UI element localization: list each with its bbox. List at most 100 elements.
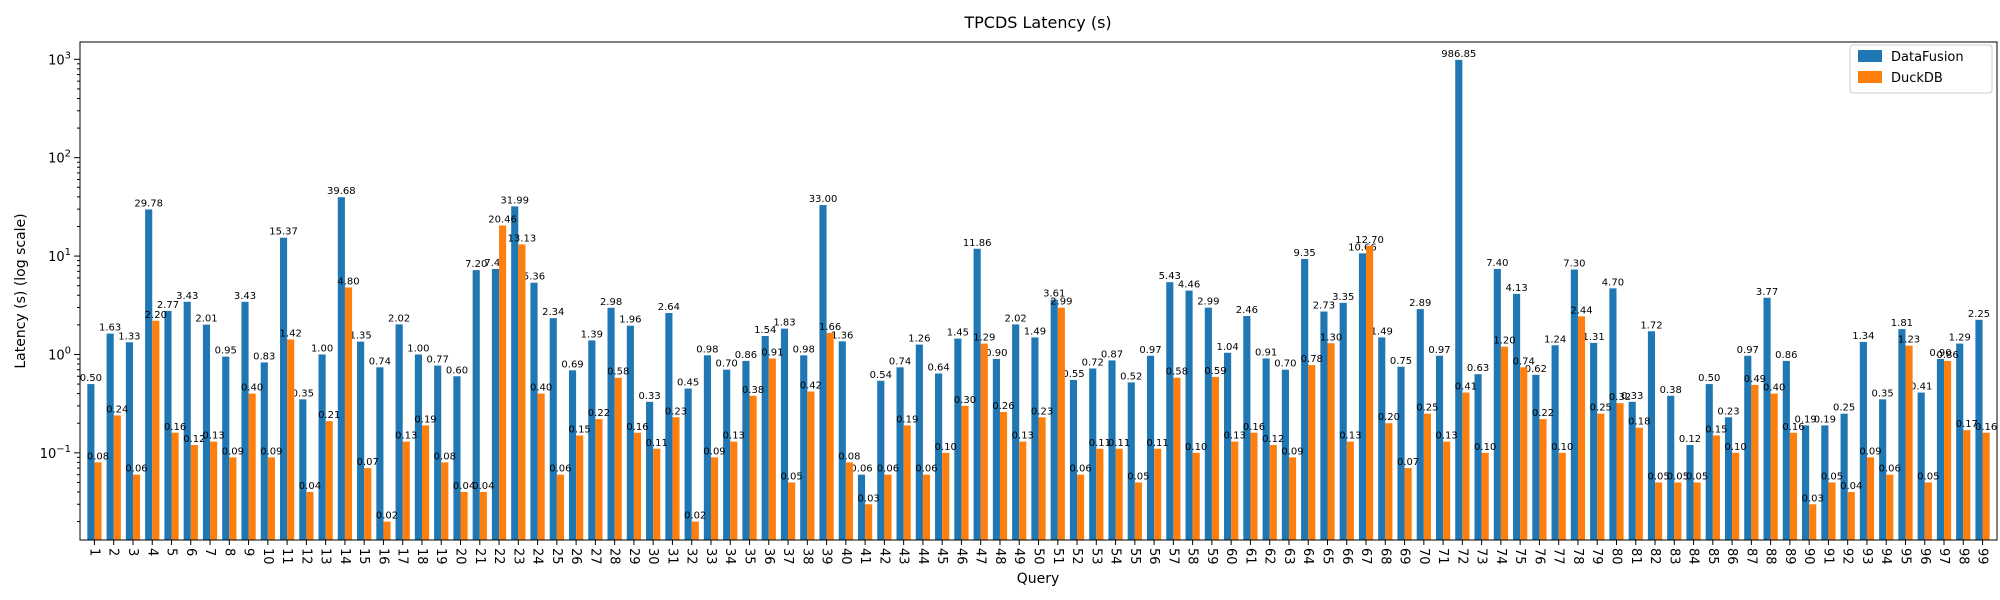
data-label-duckdb-q62: 0.12 [1262,434,1284,445]
chart-title: TPCDS Latency (s) [963,13,1111,32]
legend: DataFusion DuckDB [1849,44,1993,94]
y-tick-label: 100 [48,345,71,363]
x-tick-label: 50 [1031,548,1046,565]
bar-datafusion-q43 [896,367,904,540]
bar-datafusion-q27 [588,340,596,540]
data-label-datafusion-q55: 0.52 [1120,371,1142,382]
data-label-duckdb-q65: 1.30 [1320,332,1342,343]
data-label-duckdb-q52: 0.06 [1069,464,1091,475]
bar-duckdb-q50 [1038,417,1046,540]
data-label-duckdb-q43: 0.19 [896,414,918,425]
x-tick-label: 72 [1454,548,1469,565]
data-label-datafusion-q87: 0.97 [1737,345,1759,356]
data-label-datafusion-q20: 0.60 [446,365,468,376]
bar-datafusion-q6 [183,301,191,540]
data-label-duckdb-q81: 0.18 [1628,417,1650,428]
bar-duckdb-q44 [922,474,931,540]
data-label-datafusion-q12: 0.35 [292,388,314,399]
bar-datafusion-q20 [453,376,461,540]
bar-datafusion-q21 [472,270,480,540]
bar-duckdb-q69 [1404,468,1412,540]
bar-duckdb-q61 [1250,432,1258,540]
x-tick-label: 31 [664,548,679,565]
bar-datafusion-q13 [318,354,326,540]
x-tick-label: 86 [1724,548,1739,565]
x-tick-label: 7 [202,548,217,556]
data-label-duckdb-q17: 0.13 [395,431,417,442]
data-label-duckdb-q37: 0.05 [780,471,802,482]
bar-datafusion-q32 [684,388,692,540]
bar-datafusion-q18 [414,354,422,540]
x-tick-label: 65 [1319,548,1334,565]
data-label-datafusion-q44: 1.26 [908,334,930,345]
x-tick-label: 23 [510,548,525,565]
data-label-duckdb-q7: 0.13 [202,431,224,442]
bar-duckdb-q20 [460,491,468,540]
data-label-datafusion-q37: 1.83 [773,318,795,329]
data-label-duckdb-q49: 0.13 [1012,431,1034,442]
bar-datafusion-q3 [125,342,133,540]
data-label-duckdb-q38: 0.42 [800,381,822,392]
bar-datafusion-q47 [973,248,981,541]
data-label-duckdb-q20: 0.04 [453,481,475,492]
data-label-datafusion-q31: 2.64 [658,302,680,313]
bar-datafusion-q92 [1840,413,1848,540]
data-label-datafusion-q41: 0.06 [850,464,872,475]
x-tick-label: 52 [1069,548,1084,565]
data-label-datafusion-q99: 2.25 [1968,309,1990,320]
bar-duckdb-q43 [903,425,911,540]
data-label-duckdb-q51: 2.99 [1050,297,1072,308]
data-label-duckdb-q93: 0.09 [1859,446,1881,457]
bar-duckdb-q83 [1674,482,1682,540]
bar-duckdb-q42 [884,474,892,540]
data-label-duckdb-q19: 0.08 [434,451,456,462]
data-label-duckdb-q80: 0.32 [1609,392,1631,403]
bar-duckdb-q17 [402,441,410,540]
x-tick-label: 93 [1859,548,1874,565]
bar-datafusion-q84 [1686,445,1694,540]
data-label-duckdb-q86: 0.10 [1725,442,1747,453]
data-label-datafusion-q40: 1.36 [831,330,853,341]
x-tick-label: 64 [1300,548,1315,565]
bar-datafusion-q54 [1108,360,1116,540]
data-label-datafusion-q7: 2.01 [195,314,217,325]
data-label-duckdb-q23: 13.13 [508,233,537,244]
x-tick-label: 9 [241,548,256,556]
x-tick-label: 66 [1339,548,1354,565]
data-label-datafusion-q92: 0.25 [1833,403,1855,414]
x-tick-label: 37 [780,548,795,565]
bar-duckdb-q65 [1327,343,1335,540]
x-tick-label: 99 [1975,548,1990,565]
bar-datafusion-q5 [164,310,172,540]
data-label-datafusion-q81: 0.33 [1621,391,1643,402]
data-label-duckdb-q78: 2.44 [1570,305,1592,316]
x-tick-label: 47 [973,548,988,565]
bar-duckdb-q3 [132,474,141,540]
data-label-datafusion-q58: 4.46 [1178,280,1200,291]
x-tick-label: 68 [1377,548,1392,565]
data-label-duckdb-q87: 0.49 [1744,374,1766,385]
bar-duckdb-q99 [1982,432,1990,540]
data-label-duckdb-q25: 0.06 [549,464,571,475]
x-tick-label: 71 [1435,548,1450,565]
x-axis-title: Query [1017,571,1060,587]
data-label-duckdb-q6: 0.12 [183,434,205,445]
x-tick-label: 58 [1185,548,1200,565]
data-label-datafusion-q83: 0.38 [1660,385,1682,396]
data-label-datafusion-q50: 1.49 [1024,326,1046,337]
bar-duckdb-q29 [633,432,642,540]
y-axis-title: Latency (s) (log scale) [13,213,29,368]
data-label-datafusion-q76: 0.62 [1525,364,1547,375]
data-label-duckdb-q59: 0.59 [1204,366,1226,377]
bar-datafusion-q55 [1127,382,1135,540]
bar-datafusion-q98 [1956,343,1964,540]
bar-datafusion-q31 [665,312,673,540]
data-label-datafusion-q70: 2.89 [1409,298,1431,309]
bar-datafusion-q69 [1397,366,1405,540]
x-tick-label: 18 [414,548,429,565]
data-label-duckdb-q82: 0.05 [1647,471,1669,482]
bar-duckdb-q92 [1847,491,1855,540]
x-tick-label: 26 [568,548,583,565]
x-tick-label: 27 [587,548,602,565]
data-label-datafusion-q96: 0.41 [1910,382,1932,393]
